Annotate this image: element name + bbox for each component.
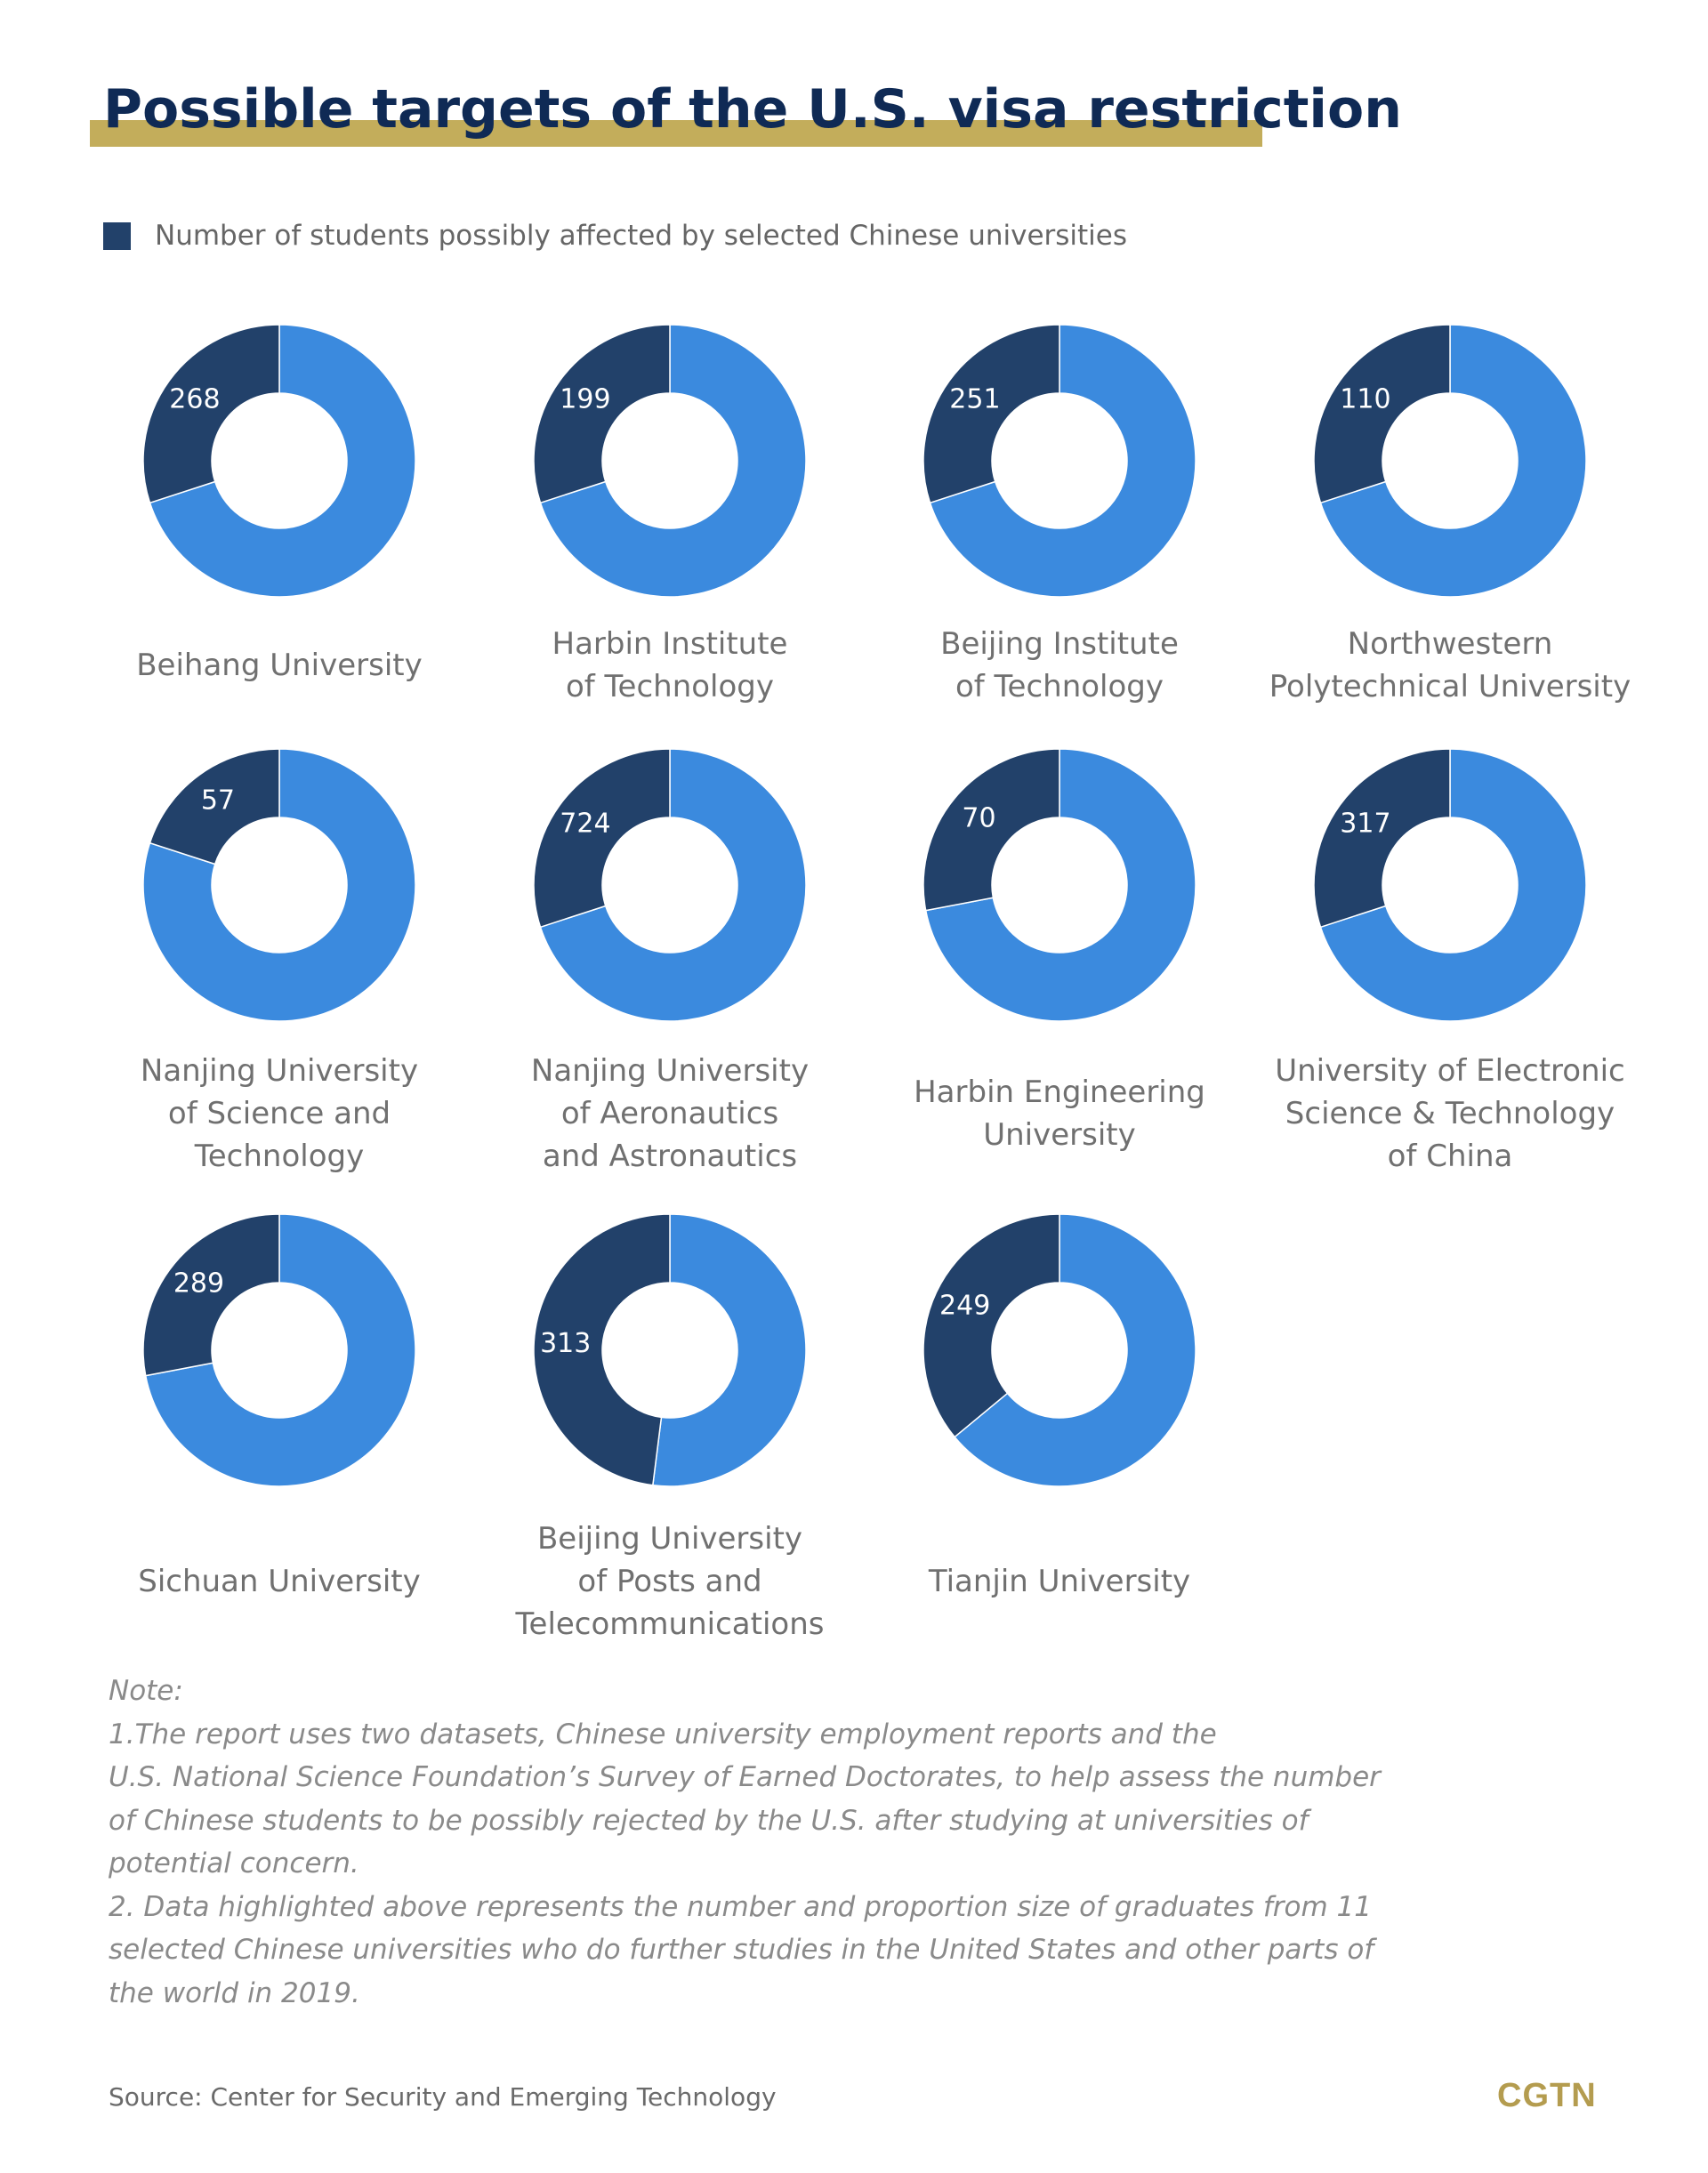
university-label-line: Sichuan University: [138, 1564, 421, 1599]
donut-value-label: 57: [201, 785, 235, 816]
donut-1: 268: [142, 324, 416, 598]
donut-segment-affected: [142, 1213, 280, 1377]
legend-label: Number of students possibly affected by …: [155, 220, 1128, 252]
university-label: Beihang University: [75, 644, 484, 687]
legend-swatch: [103, 221, 131, 250]
donut-9: 289: [142, 1213, 416, 1487]
donut-segment-rest: [1319, 748, 1587, 1022]
note-line: 2. Data highlighted above represents the…: [109, 1890, 1373, 1923]
university-label-line: and Astronautics: [542, 1139, 798, 1174]
university-label: Nanjing University of Aeronautics and Astr…: [465, 1050, 874, 1178]
university-label-line: Nanjing University: [140, 1053, 419, 1089]
donut-8: 317: [1313, 748, 1587, 1022]
university-label: Nanjing University of Science and Technolo…: [75, 1050, 484, 1178]
donut-segment-rest: [1319, 324, 1587, 598]
university-label-line: University of Electronic: [1275, 1053, 1625, 1089]
university-label: Beijing University of Posts and Telecommun…: [465, 1517, 874, 1646]
source-credit: Source: Center for Security and Emerging…: [109, 2082, 777, 2112]
donut-10: 313: [533, 1213, 807, 1487]
university-label-line: Tianjin University: [928, 1564, 1191, 1599]
donut-value-label: 724: [560, 808, 610, 839]
donut-5: 57: [142, 748, 416, 1022]
donut-4: 110: [1313, 324, 1587, 598]
university-label-line: Harbin Engineering: [914, 1074, 1205, 1110]
university-label-line: Beijing Institute: [940, 626, 1179, 662]
university-label: University of Electronic Science & Techno…: [1245, 1050, 1655, 1178]
university-label-line: of Aeronautics: [560, 1096, 779, 1131]
donut-segment-rest: [149, 324, 416, 598]
university-label-line: Beihang University: [136, 648, 423, 683]
donut-value-label: 199: [560, 383, 610, 414]
university-label-line: of Science and: [167, 1096, 391, 1131]
notes: Note: 1.The report uses two datasets, Ch…: [109, 1670, 1461, 2015]
donut-segment-affected: [533, 1213, 671, 1486]
donut-value-label: 289: [173, 1268, 224, 1300]
donut-2: 199: [533, 324, 807, 598]
university-label-line: University: [983, 1117, 1136, 1153]
page-title: Possible targets of the U.S. visa restri…: [103, 78, 1402, 141]
donut-segment-rest: [924, 748, 1196, 1022]
donut-segment-affected: [533, 748, 671, 929]
donut-segment-affected: [1313, 748, 1451, 929]
university-label-line: Harbin Institute: [552, 626, 788, 662]
legend: Number of students possibly affected by …: [103, 213, 1127, 258]
note-line: potential concern.: [109, 1847, 359, 1879]
donut-segment-affected: [1313, 324, 1451, 504]
donut-segment-affected: [533, 324, 671, 504]
donut-value-label: 268: [169, 383, 220, 414]
donut-6: 724: [533, 748, 807, 1022]
donut-chart-grid: 268 199 251 110 57 724 70 317 289 313 249: [142, 324, 1587, 1487]
donut-segment-rest: [929, 324, 1196, 598]
donut-segment-rest: [954, 1213, 1196, 1487]
note-line: Note:: [109, 1675, 183, 1707]
university-label-line: of Technology: [565, 669, 775, 704]
university-label-line: of Posts and: [577, 1564, 762, 1599]
university-label-line: Beijing University: [536, 1521, 803, 1557]
note-line: selected Chinese universities who do fur…: [109, 1934, 1374, 1966]
donut-value-label: 313: [540, 1328, 591, 1359]
donut-segment-affected: [922, 324, 1060, 504]
university-label-line: Polytechnical University: [1269, 669, 1631, 704]
donut-segment-rest: [651, 1213, 807, 1487]
university-label: Harbin Engineering University: [855, 1071, 1264, 1156]
note-line: 1.The report uses two datasets, Chinese …: [109, 1718, 1217, 1750]
donut-segment-affected: [149, 748, 280, 865]
donut-11: 249: [922, 1213, 1196, 1487]
university-label: Northwestern Polytechnical University: [1245, 623, 1655, 708]
donut-value-label: 251: [949, 383, 1000, 414]
donut-segment-rest: [142, 748, 416, 1022]
university-label-line: Science & Technology: [1285, 1096, 1615, 1131]
donut-value-label: 317: [1340, 808, 1390, 839]
note-line: of Chinese students to be possibly rejec…: [109, 1804, 1309, 1837]
donut-segment-affected: [922, 748, 1060, 912]
donut-value-label: 70: [962, 803, 995, 834]
cgtn-logo: CGTN: [1497, 2077, 1597, 2114]
university-label-line: of Technology: [955, 669, 1164, 704]
note-line: the world in 2019.: [109, 1976, 360, 2009]
university-label-line: of China: [1387, 1139, 1513, 1174]
university-label: Harbin Institute of Technology: [465, 623, 874, 708]
donut-value-label: 110: [1340, 383, 1390, 414]
note-line: U.S. National Science Foundation’s Surve…: [109, 1761, 1381, 1793]
donut-segment-affected: [142, 324, 280, 504]
university-label-line: Northwestern: [1347, 626, 1553, 662]
donut-segment-rest: [539, 748, 807, 1022]
university-label: Sichuan University: [75, 1560, 484, 1603]
university-label-line: Telecommunications: [515, 1606, 825, 1642]
donut-7: 70: [922, 748, 1196, 1022]
donut-segment-affected: [922, 1213, 1060, 1438]
university-label: Beijing Institute of Technology: [855, 623, 1264, 708]
donut-segment-rest: [144, 1213, 416, 1487]
donut-3: 251: [922, 324, 1196, 598]
university-label: Tianjin University: [855, 1560, 1264, 1603]
title-underline-bar: [90, 120, 1262, 147]
donut-segment-rest: [539, 324, 807, 598]
university-label-line: Nanjing University: [530, 1053, 810, 1089]
university-label-line: Technology: [194, 1139, 365, 1174]
donut-value-label: 249: [939, 1290, 990, 1321]
